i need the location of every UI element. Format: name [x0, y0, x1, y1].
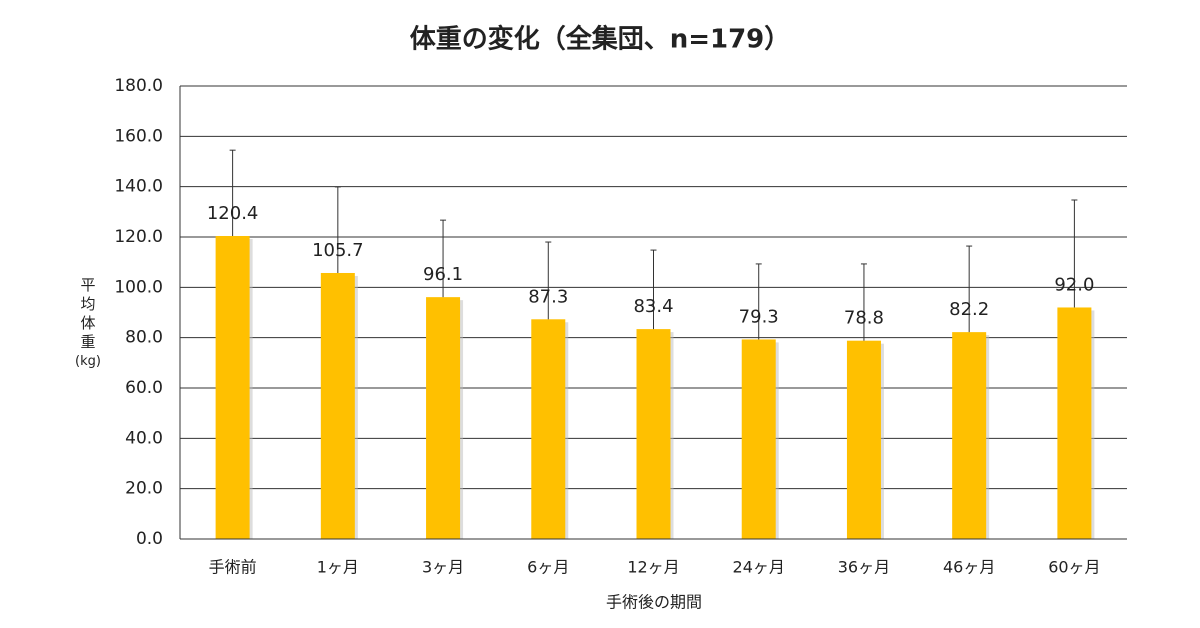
bar — [636, 329, 671, 539]
bar — [426, 297, 461, 539]
bar — [531, 319, 566, 539]
value-label: 83.4 — [633, 296, 673, 317]
value-label: 92.0 — [1054, 274, 1094, 295]
value-label: 120.4 — [207, 203, 259, 224]
x-tick-label: 6ヶ月 — [527, 558, 569, 577]
bar — [741, 339, 776, 539]
bar — [846, 340, 881, 539]
x-tick-label: 1ヶ月 — [317, 558, 359, 577]
x-axis-label: 手術後の期間 — [606, 593, 702, 612]
y-tick-label: 140.0 — [114, 177, 163, 197]
value-label: 82.2 — [949, 299, 989, 320]
y-tick-label: 20.0 — [125, 479, 163, 499]
y-tick-label: 80.0 — [125, 328, 163, 348]
chart-title: 体重の変化（全集団、n=179） — [410, 24, 791, 55]
bar — [952, 332, 987, 539]
x-tick-label: 12ヶ月 — [627, 558, 679, 577]
x-tick-label: 24ヶ月 — [733, 558, 785, 577]
y-tick-label: 160.0 — [114, 126, 163, 146]
y-tick-label: 100.0 — [114, 277, 163, 297]
value-label: 87.3 — [528, 286, 568, 307]
y-tick-label: 40.0 — [125, 428, 163, 448]
x-tick-label: 36ヶ月 — [838, 558, 890, 577]
bar — [215, 235, 250, 539]
bar — [320, 272, 355, 539]
bar — [1057, 307, 1092, 539]
x-tick-label: 46ヶ月 — [943, 558, 995, 577]
y-axis-label: 平均体重(kg) — [75, 276, 101, 369]
value-label: 79.3 — [739, 306, 779, 327]
x-tick-label: 60ヶ月 — [1048, 558, 1100, 577]
value-label: 96.1 — [423, 264, 463, 285]
x-tick-label: 手術前 — [209, 558, 257, 577]
y-tick-label: 0.0 — [136, 529, 163, 549]
y-tick-label: 60.0 — [125, 378, 163, 398]
value-label: 105.7 — [312, 240, 364, 261]
y-tick-label: 180.0 — [114, 76, 163, 96]
y-tick-label: 120.0 — [114, 227, 163, 247]
value-label: 78.8 — [844, 308, 884, 329]
x-tick-label: 3ヶ月 — [422, 558, 464, 577]
